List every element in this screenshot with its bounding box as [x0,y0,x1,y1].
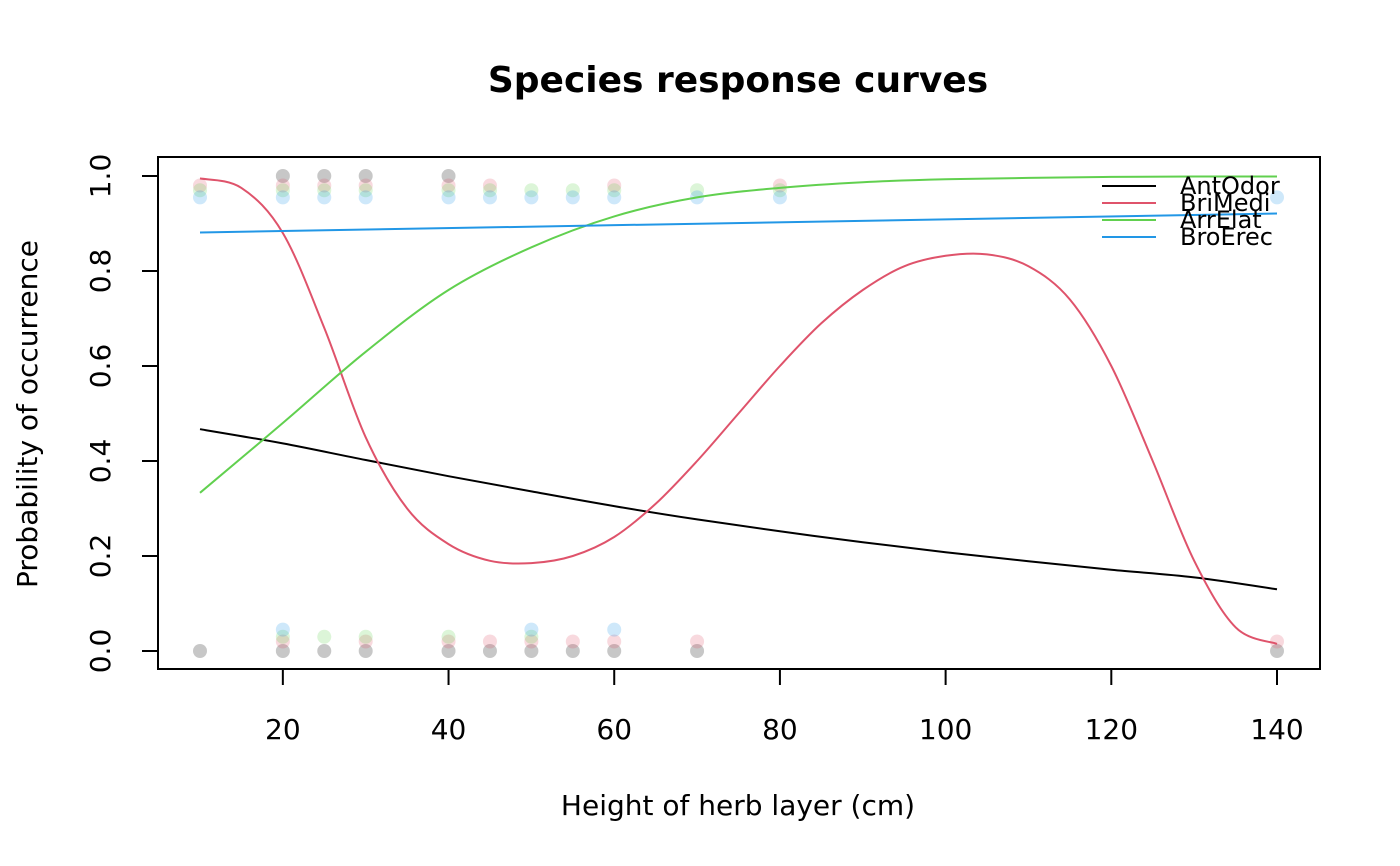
x-tick-label-40: 40 [431,713,467,746]
y-tick-label-0.6: 0.6 [84,344,117,389]
x-tick-label-60: 60 [596,713,632,746]
legend-label-arrelat: ArrElat [1180,206,1262,234]
brimedi-presence-point [441,178,456,193]
arrelat-presence-point [275,183,290,198]
brimedi-absence-point [441,634,456,649]
antodor-absence-point [565,644,580,658]
brimedi-absence-point [524,634,539,649]
broerec-presence-point [607,190,622,205]
broerec-absence-point [275,622,290,637]
antodor-absence-point [524,644,539,658]
antodor-presence-point [317,169,332,183]
y-tick-label-1.0: 1.0 [84,154,117,199]
brimedi-presence-point [607,178,622,193]
broerec-presence-point [317,190,332,205]
arrelat-presence-point [565,183,580,198]
x-tick-label-140: 140 [1250,713,1303,746]
y-axis-label: Probability of occurrence [11,240,44,588]
broerec-presence-point [193,190,207,205]
arrelat-curve [199,175,1278,494]
broerec-presence-point [482,190,497,205]
brimedi-absence-point [607,634,622,649]
arrelat-absence-point [275,629,290,644]
brimedi-presence-point [317,178,332,193]
broerec-presence-point [772,190,787,205]
broerec-curve [199,212,1278,234]
arrelat-absence-point [358,629,373,644]
antodor-absence-point [441,644,456,658]
antodor-absence-point [482,644,497,658]
arrelat-presence-point [441,183,456,198]
broerec-presence-point [565,190,580,205]
arrelat-absence-point [317,629,332,644]
arrelat-presence-point [317,183,332,198]
antodor-absence-point [275,644,290,658]
brimedi-presence-point [358,178,373,193]
antodor-absence-point [358,644,373,658]
y-tick-label-0.2: 0.2 [84,534,117,579]
arrelat-presence-point [524,183,539,198]
broerec-absence-point [607,622,622,637]
antodor-presence-point [275,169,290,183]
antodor-presence-point [358,169,373,183]
brimedi-absence-point [358,634,373,649]
brimedi-absence-point [565,634,580,649]
brimedi-presence-point [193,178,207,193]
x-axis: 20 40 60 80 100 120 140 [265,668,1304,746]
x-tick-label-80: 80 [762,713,798,746]
broerec-presence-point [275,190,290,205]
y-axis: 0.0 0.2 0.4 0.6 0.8 1.0 [84,154,159,674]
antodor-absence-point [607,644,622,658]
antodor-absence-point [317,644,332,658]
arrelat-absence-point [524,629,539,644]
y-tick-label-0.8: 0.8 [84,249,117,294]
arrelat-presence-point [607,183,622,198]
arrelat-presence-point [193,183,207,198]
broerec-absence-point [524,622,539,637]
arrelat-presence-point [690,183,705,198]
broerec-presence-point [358,190,373,205]
chart-title: Species response curves [488,60,988,101]
brimedi-curve [199,177,1278,645]
antodor-curve [199,428,1278,591]
broerec-presence-point [1270,190,1284,205]
x-tick-label-20: 20 [265,713,301,746]
x-tick-label-100: 100 [919,713,972,746]
brimedi-absence-point [482,634,497,649]
broerec-presence-point [441,190,456,205]
response-curves [199,175,1278,645]
antodor-absence-point [1270,644,1284,658]
x-tick-label-120: 120 [1085,713,1138,746]
antodor-absence-point [690,644,705,658]
legend-label-antodor: AntOdor [1180,172,1280,200]
broerec-presence-point [524,190,539,205]
x-axis-label: Height of herb layer (cm) [561,789,915,822]
arrelat-presence-point [358,183,373,198]
brimedi-absence-point [275,634,290,649]
arrelat-absence-point [441,629,456,644]
arrelat-presence-point [482,183,497,198]
y-tick-label-0.0: 0.0 [84,629,117,674]
legend-label-brimedi: BriMedi [1180,189,1270,217]
antodor-absence-point [193,644,207,658]
legend-label-broerec: BroErec [1180,223,1273,251]
observation-points [193,169,1284,658]
antodor-presence-point [441,169,456,183]
brimedi-presence-point [275,178,290,193]
brimedi-absence-point [690,634,705,649]
brimedi-presence-point [482,178,497,193]
y-tick-label-0.4: 0.4 [84,439,117,484]
brimedi-absence-point [1270,634,1284,649]
